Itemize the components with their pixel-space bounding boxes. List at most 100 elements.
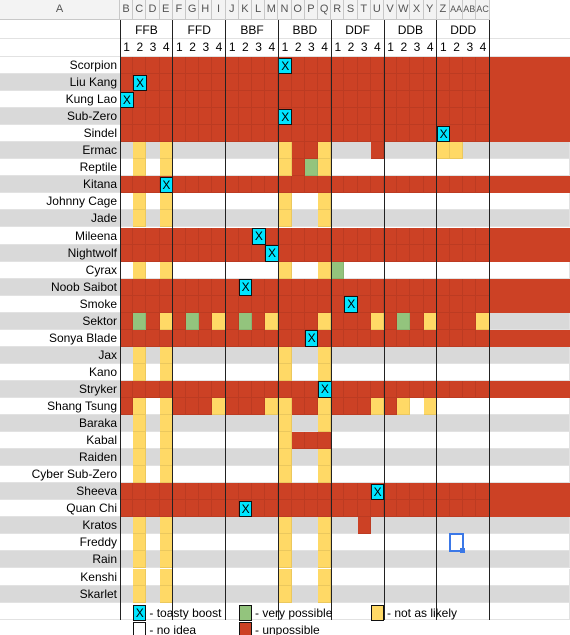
not-as-likely-cell[interactable] — [133, 415, 147, 433]
not-as-likely-cell[interactable] — [318, 551, 332, 569]
unpossible-cell[interactable] — [436, 312, 450, 330]
toasty-mark[interactable]: X — [318, 381, 332, 398]
unpossible-cell[interactable] — [357, 517, 371, 535]
column-header-t[interactable]: T — [357, 0, 371, 20]
unpossible-cell[interactable] — [291, 125, 305, 143]
not-as-likely-cell[interactable] — [159, 363, 173, 381]
unpossible-cell[interactable] — [357, 227, 371, 245]
unpossible-cell[interactable] — [212, 380, 226, 398]
unpossible-cell[interactable] — [397, 74, 411, 92]
unpossible-cell[interactable] — [225, 278, 239, 296]
unpossible-cell[interactable] — [489, 500, 570, 518]
not-as-likely-cell[interactable] — [278, 398, 292, 416]
unpossible-cell[interactable] — [450, 176, 464, 194]
not-as-likely-cell[interactable] — [133, 210, 147, 228]
unpossible-cell[interactable] — [318, 108, 332, 126]
unpossible-cell[interactable] — [252, 57, 266, 75]
unpossible-cell[interactable] — [436, 91, 450, 109]
unpossible-cell[interactable] — [146, 176, 160, 194]
column-header-x[interactable]: X — [410, 0, 424, 20]
unpossible-cell[interactable] — [291, 432, 305, 450]
unpossible-cell[interactable] — [476, 483, 490, 501]
unpossible-cell[interactable] — [225, 312, 239, 330]
unpossible-cell[interactable] — [476, 244, 490, 262]
unpossible-cell[interactable] — [186, 278, 200, 296]
unpossible-cell[interactable] — [463, 295, 477, 313]
not-as-likely-cell[interactable] — [265, 312, 279, 330]
unpossible-cell[interactable] — [186, 329, 200, 347]
unpossible-cell[interactable] — [318, 125, 332, 143]
not-as-likely-cell[interactable] — [278, 261, 292, 279]
unpossible-cell[interactable] — [199, 176, 213, 194]
fighter-name[interactable]: Kano — [88, 364, 117, 379]
unpossible-cell[interactable] — [120, 329, 134, 347]
unpossible-cell[interactable] — [225, 500, 239, 518]
unpossible-cell[interactable] — [172, 74, 186, 92]
unpossible-cell[interactable] — [212, 74, 226, 92]
unpossible-cell[interactable] — [212, 91, 226, 109]
not-as-likely-cell[interactable] — [133, 534, 147, 552]
unpossible-cell[interactable] — [120, 227, 134, 245]
column-header-e[interactable]: E — [159, 0, 173, 20]
unpossible-cell[interactable] — [463, 278, 477, 296]
unpossible-cell[interactable] — [172, 380, 186, 398]
unpossible-cell[interactable] — [463, 329, 477, 347]
not-as-likely-cell[interactable] — [370, 398, 384, 416]
not-as-likely-cell[interactable] — [278, 142, 292, 160]
unpossible-cell[interactable] — [476, 91, 490, 109]
unpossible-cell[interactable] — [212, 227, 226, 245]
unpossible-cell[interactable] — [225, 244, 239, 262]
unpossible-cell[interactable] — [172, 483, 186, 501]
not-as-likely-cell[interactable] — [159, 517, 173, 535]
unpossible-cell[interactable] — [252, 278, 266, 296]
not-as-likely-cell[interactable] — [397, 398, 411, 416]
unpossible-cell[interactable] — [133, 125, 147, 143]
very-possible-cell[interactable] — [304, 159, 318, 177]
unpossible-cell[interactable] — [384, 91, 398, 109]
unpossible-cell[interactable] — [436, 483, 450, 501]
unpossible-cell[interactable] — [331, 312, 345, 330]
column-header-g[interactable]: G — [186, 0, 200, 20]
not-as-likely-cell[interactable] — [318, 346, 332, 364]
fighter-name[interactable]: Sektor — [82, 313, 117, 328]
not-as-likely-cell[interactable] — [133, 193, 147, 211]
unpossible-cell[interactable] — [344, 91, 358, 109]
not-as-likely-cell[interactable] — [278, 159, 292, 177]
unpossible-cell[interactable] — [120, 57, 134, 75]
unpossible-cell[interactable] — [476, 329, 490, 347]
unpossible-cell[interactable] — [265, 74, 279, 92]
fighter-name[interactable]: Liu Kang — [69, 75, 117, 90]
unpossible-cell[interactable] — [384, 398, 398, 416]
unpossible-cell[interactable] — [331, 500, 345, 518]
fighter-name[interactable]: Kenshi — [80, 569, 117, 584]
unpossible-cell[interactable] — [357, 295, 371, 313]
fighter-name[interactable]: Quan Chi — [66, 501, 117, 516]
unpossible-cell[interactable] — [304, 142, 318, 160]
column-header-b[interactable]: B — [120, 0, 134, 20]
unpossible-cell[interactable] — [199, 380, 213, 398]
unpossible-cell[interactable] — [133, 278, 147, 296]
toasty-mark[interactable]: X — [120, 91, 134, 109]
fighter-name[interactable]: Kung Lao — [65, 92, 117, 107]
toasty-mark[interactable]: X — [159, 176, 174, 194]
not-as-likely-cell[interactable] — [159, 568, 173, 586]
fighter-name[interactable]: Ermac — [82, 143, 117, 158]
unpossible-cell[interactable] — [252, 398, 266, 416]
unpossible-cell[interactable] — [423, 329, 437, 347]
not-as-likely-cell[interactable] — [450, 142, 464, 160]
unpossible-cell[interactable] — [133, 500, 147, 518]
unpossible-cell[interactable] — [318, 74, 332, 92]
unpossible-cell[interactable] — [410, 176, 424, 194]
column-header-k[interactable]: K — [238, 0, 252, 20]
unpossible-cell[interactable] — [344, 74, 358, 92]
unpossible-cell[interactable] — [318, 244, 332, 262]
unpossible-cell[interactable] — [463, 176, 477, 194]
unpossible-cell[interactable] — [146, 295, 160, 313]
unpossible-cell[interactable] — [423, 278, 437, 296]
not-as-likely-cell[interactable] — [159, 534, 173, 552]
not-as-likely-cell[interactable] — [212, 312, 226, 330]
not-as-likely-cell[interactable] — [265, 398, 279, 416]
not-as-likely-cell[interactable] — [278, 534, 292, 552]
unpossible-cell[interactable] — [172, 176, 186, 194]
column-header-i[interactable]: I — [212, 0, 226, 20]
